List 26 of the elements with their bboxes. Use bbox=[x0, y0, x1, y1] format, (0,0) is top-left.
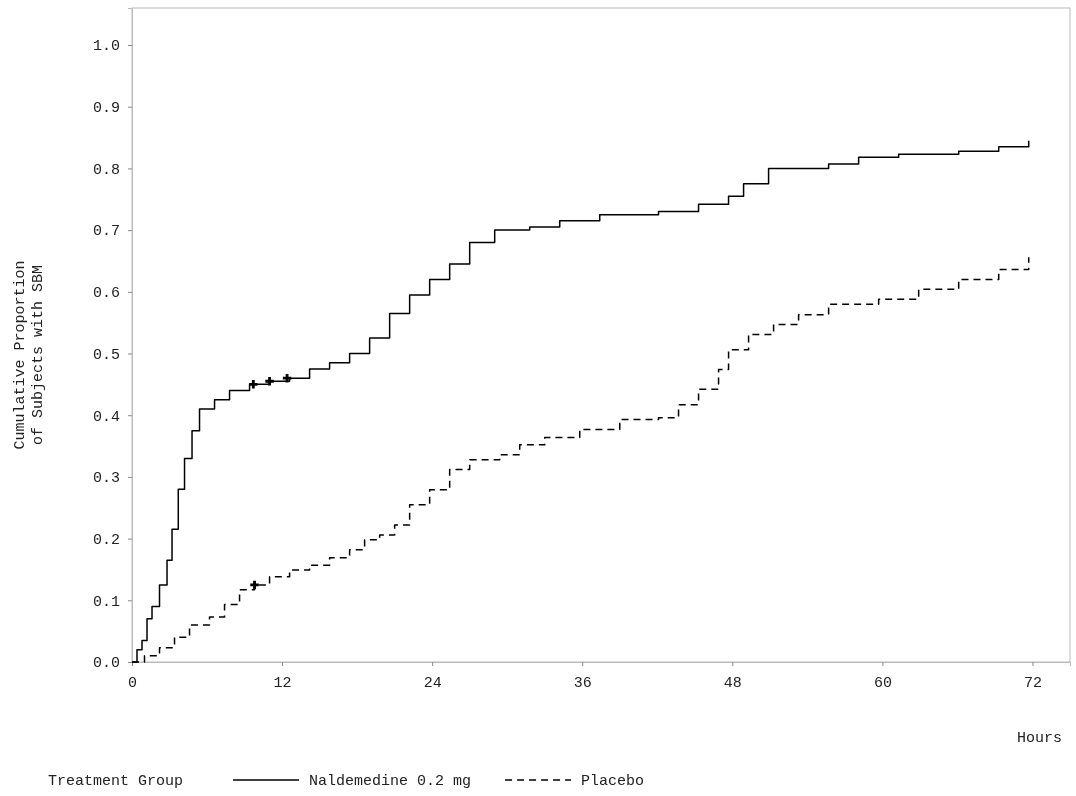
y-axis-title: Cumulative Proportion of Subjects with SBM bbox=[12, 260, 47, 450]
y-tick-label: 1.0 bbox=[92, 38, 120, 56]
legend-title: Treatment Group bbox=[48, 773, 184, 790]
y-tick-label: 0.5 bbox=[92, 346, 120, 364]
y-tick-label: 0.7 bbox=[92, 223, 120, 241]
y-tick-label: 0.6 bbox=[92, 285, 120, 303]
y-tick-label: 0.1 bbox=[92, 593, 120, 611]
legend-label: Placebo bbox=[581, 773, 645, 790]
legend-label: Naldemedine 0.2 mg bbox=[309, 773, 472, 790]
x-tick-label: 12 bbox=[273, 674, 292, 692]
point bbox=[249, 380, 258, 389]
point bbox=[265, 377, 274, 386]
x-axis-title: Hours bbox=[1016, 730, 1062, 747]
point bbox=[250, 580, 259, 590]
y-tick-label: 0.2 bbox=[92, 531, 120, 549]
y-tick-label: 0.3 bbox=[92, 470, 120, 488]
x-tick-label: 60 bbox=[873, 674, 892, 692]
y-tick-label: 0.9 bbox=[92, 100, 120, 118]
y-tick-label: 0.8 bbox=[92, 161, 120, 179]
y-tick-label: 0.4 bbox=[92, 408, 120, 426]
x-tick-label: 48 bbox=[723, 674, 742, 692]
x-tick-label: 36 bbox=[573, 674, 592, 692]
x-tick-label: 0 bbox=[127, 674, 138, 692]
y-tick-label: 0.0 bbox=[92, 655, 120, 673]
x-tick-label: 24 bbox=[423, 674, 442, 692]
x-tick-label: 72 bbox=[1023, 674, 1042, 692]
